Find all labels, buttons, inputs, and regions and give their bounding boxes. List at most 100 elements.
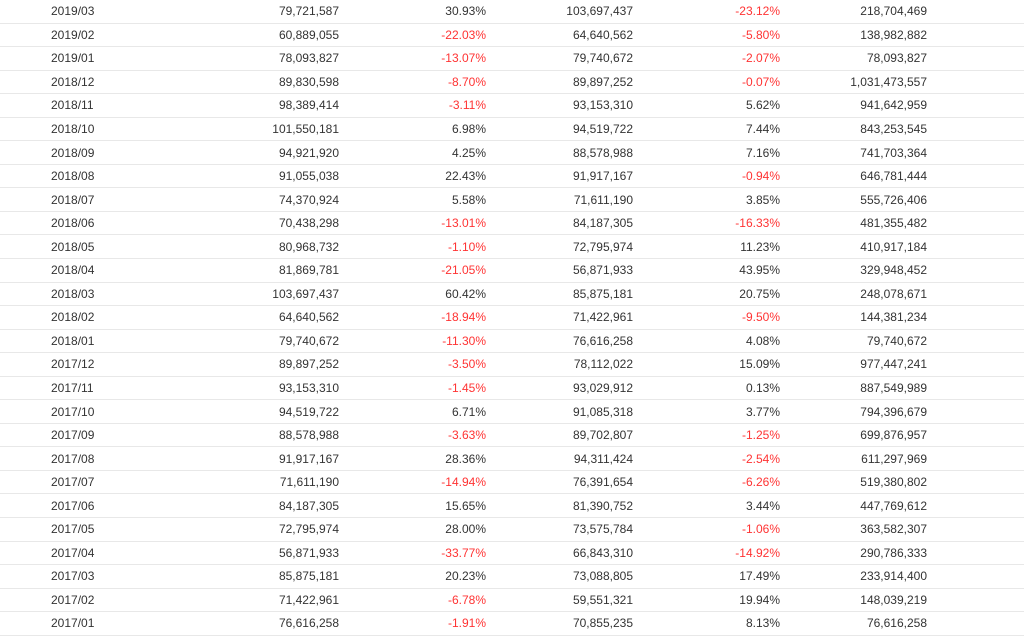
percent-cell-1: 20.23%: [339, 564, 486, 589]
value-cell-1: 89,830,598: [221, 70, 339, 95]
value-cell-2: 56,871,933: [486, 258, 633, 283]
percent-cell-1: -1.10%: [339, 234, 486, 260]
percent-cell-2: -0.94%: [633, 164, 780, 189]
table-row: 2018/12 89,830,598 -8.70% 89,897,252 -0.07% 1…: [0, 70, 1024, 95]
value-cell-1: 88,578,988: [221, 423, 339, 448]
table-row: 2018/10 101,550,181 6.98% 94,519,722 7.44% 84…: [0, 117, 1024, 142]
percent-cell-2: -14.92%: [633, 541, 780, 566]
percent-cell-1: 28.00%: [339, 517, 486, 542]
percent-cell-1: 6.98%: [339, 117, 486, 142]
table-row: 2017/11 93,153,310 -1.45% 93,029,912 0.13% 88…: [0, 376, 1024, 401]
table-row: 2018/06 70,438,298 -13.01% 84,187,305 -16.33…: [0, 211, 1024, 236]
percent-cell-2: 3.77%: [633, 399, 780, 424]
value-cell-2: 91,917,167: [486, 164, 633, 189]
table-row: 2018/04 81,869,781 -21.05% 56,871,933 43.95%…: [0, 258, 1024, 283]
percent-cell-1: -11.30%: [339, 329, 486, 354]
value-cell-2: 71,611,190: [486, 187, 633, 212]
percent-cell-3: 6.15%: [927, 117, 1024, 142]
value-cell-3: 481,355,482: [780, 211, 927, 236]
percent-cell-3: 4.08%: [927, 329, 1024, 354]
percent-cell-3: -3.74%: [927, 23, 1024, 48]
percent-cell-2: -0.07%: [633, 70, 780, 95]
value-cell-2: 89,897,252: [486, 70, 633, 95]
month-cell: 2018/04: [0, 258, 221, 283]
percent-cell-3: 2.07%: [927, 423, 1024, 448]
value-cell-3: 1,031,473,557: [780, 70, 927, 95]
value-cell-3: 699,876,957: [780, 423, 927, 448]
percent-cell-3: -2.47%: [927, 305, 1024, 330]
month-cell: 2017/03: [0, 564, 221, 589]
month-cell: 2018/12: [0, 70, 221, 95]
value-cell-3: 218,704,469: [780, 0, 927, 24]
value-cell-2: 73,575,784: [486, 517, 633, 542]
month-cell: 2017/06: [0, 493, 221, 519]
month-cell: 2018/09: [0, 140, 221, 165]
table-row: 2018/07 74,370,924 5.58% 71,611,190 3.85% 555…: [0, 187, 1024, 212]
percent-cell-2: 19.94%: [633, 588, 780, 613]
percent-cell-1: -22.03%: [339, 23, 486, 48]
value-cell-1: 81,869,781: [221, 258, 339, 283]
month-cell: 2017/08: [0, 446, 221, 471]
value-cell-3: 329,948,452: [780, 258, 927, 283]
table-row: 2017/07 71,611,190 -14.94% 76,391,654 -6.26%…: [0, 470, 1024, 495]
value-cell-1: 60,889,055: [221, 23, 339, 48]
value-cell-3: 233,914,400: [780, 564, 927, 589]
value-cell-1: 79,740,672: [221, 329, 339, 354]
percent-cell-3: -2.07%: [927, 46, 1024, 71]
month-cell: 2017/09: [0, 423, 221, 448]
month-cell: 2018/08: [0, 164, 221, 189]
month-cell: 2017/04: [0, 541, 221, 566]
percent-cell-3: 3.11%: [927, 352, 1024, 377]
table-row: 2017/06 84,187,305 15.65% 81,390,752 3.44% 44…: [0, 493, 1024, 519]
percent-cell-3: 6.09%: [927, 93, 1024, 118]
percent-cell-3: 2.57%: [927, 446, 1024, 471]
value-cell-1: 93,153,310: [221, 376, 339, 401]
value-cell-3: 519,380,802: [780, 470, 927, 495]
table-row: 2017/09 88,578,988 -3.63% 89,702,807 -1.25% 6…: [0, 423, 1024, 448]
percent-cell-1: -3.63%: [339, 423, 486, 448]
percent-cell-1: -33.77%: [339, 541, 486, 566]
percent-cell-2: 15.09%: [633, 352, 780, 377]
percent-cell-1: -1.45%: [339, 376, 486, 401]
month-cell: 2019/01: [0, 46, 221, 71]
value-cell-3: 447,769,612: [780, 493, 927, 519]
month-cell: 2018/03: [0, 282, 221, 307]
table-row: 2017/12 89,897,252 -3.50% 78,112,022 15.09% 9…: [0, 352, 1024, 377]
percent-cell-1: 60.42%: [339, 282, 486, 307]
month-cell: 2017/07: [0, 470, 221, 495]
percent-cell-1: 22.43%: [339, 164, 486, 189]
value-cell-2: 76,616,258: [486, 329, 633, 354]
percent-cell-1: -3.50%: [339, 352, 486, 377]
value-cell-1: 98,389,414: [221, 93, 339, 118]
month-cell: 2018/05: [0, 234, 221, 260]
value-cell-2: 76,391,654: [486, 470, 633, 495]
percent-cell-3: 7.50%: [927, 211, 1024, 236]
percent-cell-1: -13.07%: [339, 46, 486, 71]
percent-cell-2: -9.50%: [633, 305, 780, 330]
percent-cell-2: -23.12%: [633, 0, 780, 24]
percent-cell-3: 6.06%: [927, 282, 1024, 307]
value-cell-2: 85,875,181: [486, 282, 633, 307]
value-cell-3: 78,093,827: [780, 46, 927, 71]
percent-cell-1: 4.25%: [339, 140, 486, 165]
month-cell: 2018/02: [0, 305, 221, 330]
percent-cell-2: 7.16%: [633, 140, 780, 165]
value-cell-1: 74,370,924: [221, 187, 339, 212]
value-cell-3: 148,039,219: [780, 588, 927, 613]
value-cell-2: 94,311,424: [486, 446, 633, 471]
percent-cell-3: 5.72%: [927, 517, 1024, 542]
value-cell-2: 64,640,562: [486, 23, 633, 48]
percent-cell-1: 15.65%: [339, 493, 486, 519]
table-row: 2019/03 79,721,587 30.93% 103,697,437 -23.12…: [0, 0, 1024, 24]
percent-cell-2: 11.23%: [633, 234, 780, 260]
percent-cell-2: 5.62%: [633, 93, 780, 118]
value-cell-1: 72,795,974: [221, 517, 339, 542]
value-cell-1: 71,611,190: [221, 470, 339, 495]
table-row: 2017/02 71,422,961 -6.78% 59,551,321 19.94% 1…: [0, 588, 1024, 613]
value-cell-3: 611,297,969: [780, 446, 927, 471]
percent-cell-3: 3.52%: [927, 470, 1024, 495]
table-row: 2018/11 98,389,414 -3.11% 93,153,310 5.62% 94…: [0, 93, 1024, 118]
value-cell-3: 887,549,989: [780, 376, 927, 401]
value-cell-1: 85,875,181: [221, 564, 339, 589]
